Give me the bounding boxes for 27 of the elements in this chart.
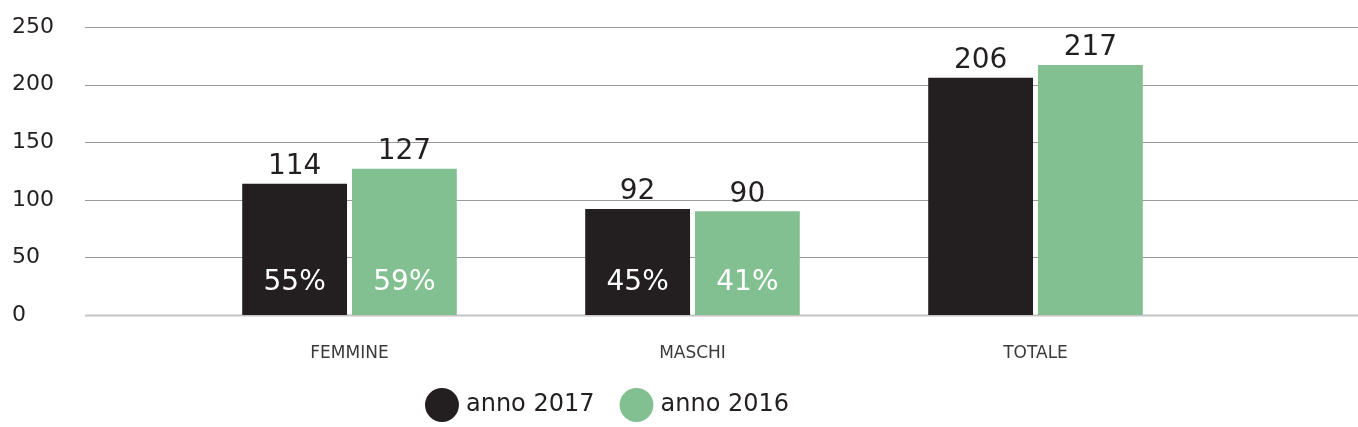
data-label: 206: [953, 41, 1008, 75]
x-tick-label: FEMMINE: [310, 341, 389, 362]
bar: [1037, 65, 1143, 315]
bar: [585, 209, 691, 315]
legend-label: anno 2016: [660, 389, 790, 418]
y-tick-label: 50: [12, 243, 40, 269]
y-tick-label: 150: [12, 127, 54, 153]
x-tick-label: TOTALE: [1002, 341, 1068, 362]
data-label: 114: [267, 147, 322, 181]
annotation: 45%: [606, 264, 669, 298]
x-tick-label: MASCHI: [659, 341, 726, 362]
y-tick-label: 200: [12, 70, 54, 96]
y-tick-label: 0: [12, 300, 26, 326]
bar: [694, 211, 800, 315]
bar: [928, 77, 1034, 315]
y-tick-label: 100: [12, 185, 54, 211]
bar: [242, 183, 348, 315]
y-tick-label: 250: [12, 12, 54, 38]
data-label: 217: [1063, 29, 1118, 63]
bar: [351, 168, 457, 315]
annotation: 55%: [263, 264, 326, 298]
annotation: 59%: [373, 264, 436, 298]
data-label: 127: [377, 132, 432, 166]
data-label: 90: [729, 175, 766, 209]
legend-label: anno 2017: [465, 389, 595, 418]
data-label: 92: [619, 173, 656, 207]
annotation: 41%: [716, 264, 779, 298]
